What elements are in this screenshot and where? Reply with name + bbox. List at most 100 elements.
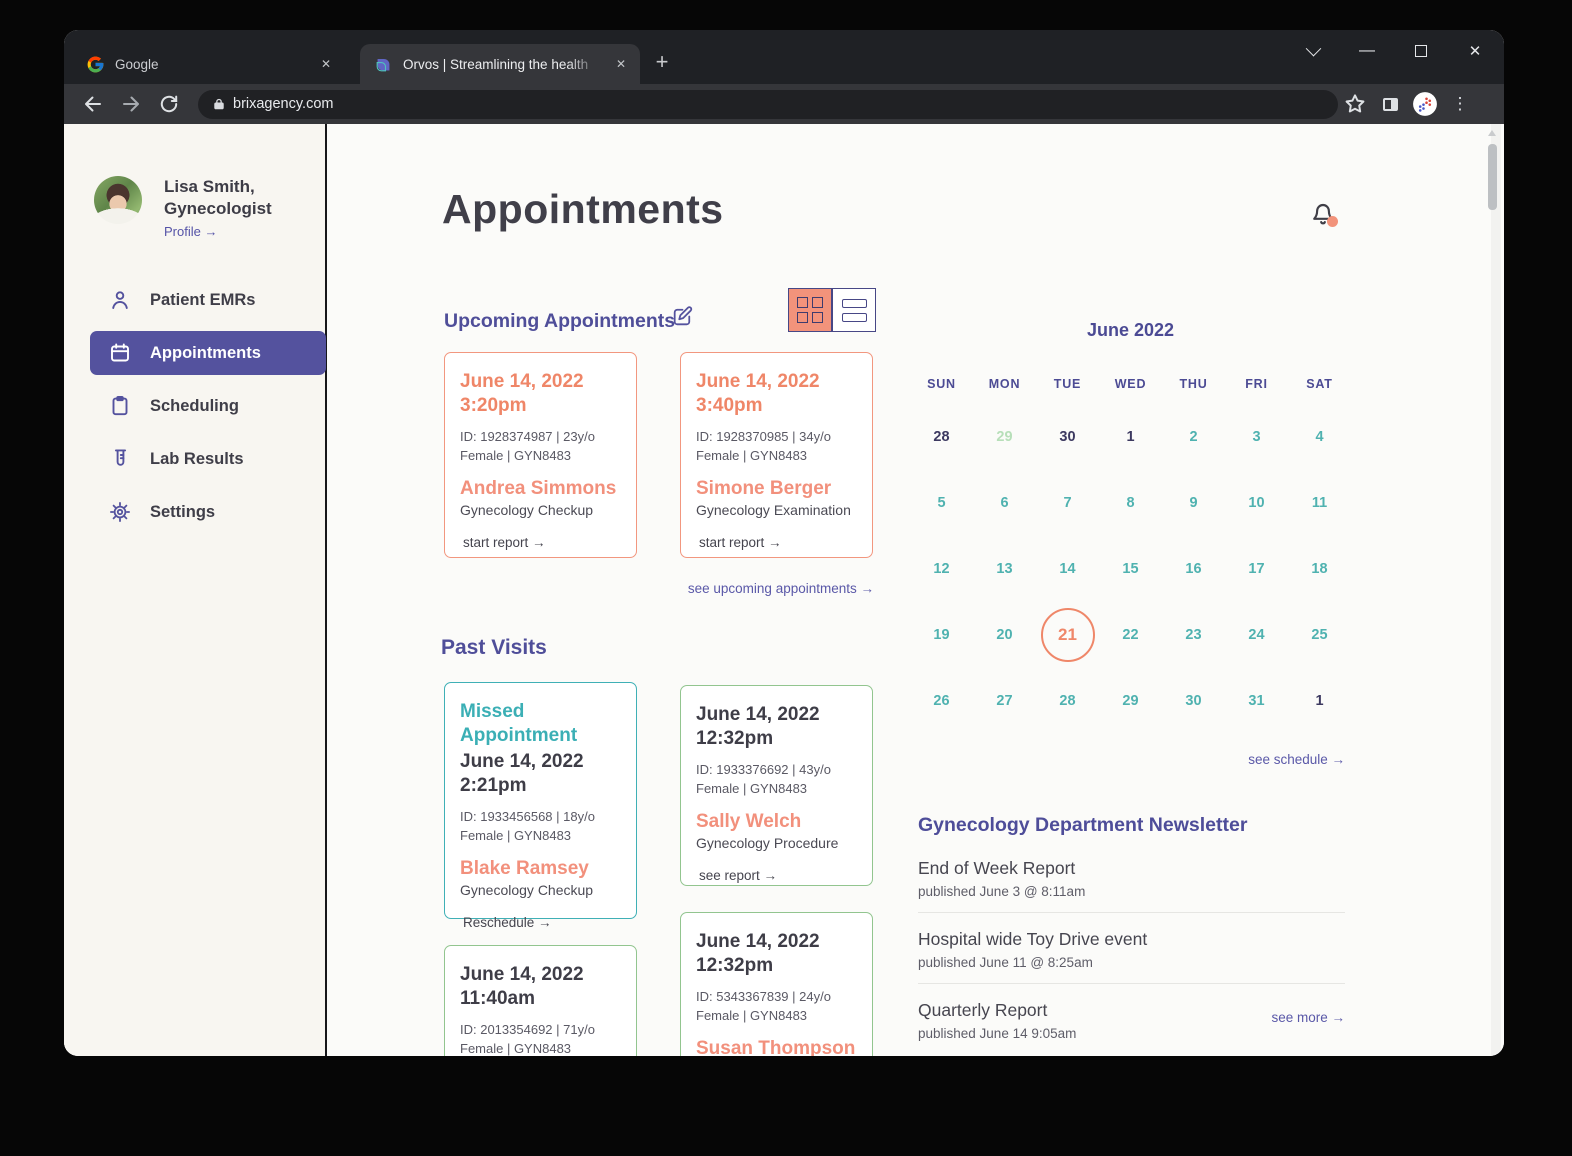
tab-close-icon[interactable]: ✕ <box>320 57 332 71</box>
scroll-up-arrow[interactable] <box>1488 130 1496 136</box>
card-action-link[interactable]: Reschedule → <box>463 915 552 930</box>
profile-link[interactable]: Profile → <box>164 224 218 239</box>
calendar-icon <box>108 341 132 365</box>
see-more-link[interactable]: see more → <box>1271 1010 1345 1025</box>
calendar-weekday: FRI <box>1245 377 1268 391</box>
sidebar-item-settings[interactable]: Settings <box>90 490 326 534</box>
calendar-weekday: MON <box>988 377 1021 391</box>
forward-button[interactable] <box>119 92 143 116</box>
calendar-day[interactable]: 31 <box>1248 693 1265 709</box>
calendar-day[interactable]: 22 <box>1122 627 1139 643</box>
calendar-day[interactable]: 14 <box>1059 561 1076 577</box>
sidebar-item-scheduling[interactable]: Scheduling <box>90 384 326 428</box>
appointment-datetime: June 14, 2022 11:40am <box>460 964 584 1009</box>
past-visit-card[interactable]: June 14, 2022 11:40am ID: 2013354692 | 71y… <box>444 945 637 1056</box>
newsletter-item[interactable]: End of Week Report published June 3 @ 8:1… <box>918 858 1086 899</box>
upcoming-appointment-card[interactable]: June 14, 2022 3:40pm ID: 1928370985 | 34y/… <box>680 352 873 558</box>
main-area: Appointments Upcoming Appointments June … <box>329 124 1504 1056</box>
newsletter-item[interactable]: Hospital wide Toy Drive event published J… <box>918 912 1345 983</box>
calendar-day[interactable]: 5 <box>937 495 946 511</box>
patient-name: Sally Welch <box>696 811 802 832</box>
profile-avatar-icon[interactable] <box>1412 91 1438 117</box>
card-action-link[interactable]: start report → <box>463 535 546 550</box>
list-view-icon <box>841 298 867 322</box>
past-visit-card[interactable]: Missed Appointment June 14, 2022 2:21pm ID:… <box>444 682 637 930</box>
upcoming-appointment-card[interactable]: June 14, 2022 3:20pm ID: 1928374987 | 23y/… <box>444 352 637 558</box>
calendar-day[interactable]: 29 <box>996 429 1013 445</box>
calendar-day[interactable]: 19 <box>933 627 950 643</box>
page-content: Lisa Smith, Gynecologist Profile → Patie… <box>64 124 1504 1056</box>
address-bar[interactable]: brixagency.com <box>198 89 1338 119</box>
calendar-day[interactable]: 11 <box>1311 495 1328 511</box>
calendar-day[interactable]: 25 <box>1311 627 1328 643</box>
page-title: Appointments <box>442 186 724 232</box>
newsletter-item[interactable]: Quarterly Report published June 14 9:05am <box>918 983 1345 1054</box>
calendar-day[interactable]: 1 <box>1126 429 1135 445</box>
see-upcoming-appointments-link[interactable]: see upcoming appointments → <box>687 581 874 596</box>
grid-view-button[interactable] <box>788 288 832 332</box>
calendar-day[interactable]: 20 <box>996 627 1013 643</box>
calendar-day[interactable]: 4 <box>1315 429 1324 445</box>
sidebar-item-patient-emrs[interactable]: Patient EMRs <box>90 278 326 322</box>
card-action-link[interactable]: see report → <box>699 868 778 883</box>
browser-window: Google ✕ Orvos | Streamlining the health… <box>64 30 1504 1056</box>
window-maximize-button[interactable] <box>1408 38 1434 64</box>
window-menu-button[interactable] <box>1300 38 1326 64</box>
calendar-day-selected[interactable]: 21 <box>1036 602 1099 668</box>
browser-menu-icon[interactable]: ⋮ <box>1451 94 1469 113</box>
calendar-day[interactable]: 28 <box>933 429 950 445</box>
new-tab-button[interactable]: + <box>655 49 669 74</box>
tab-google[interactable]: Google ✕ <box>72 44 345 84</box>
calendar-day[interactable]: 15 <box>1122 561 1139 577</box>
calendar-day[interactable]: 13 <box>996 561 1013 577</box>
tab-strip: Google ✕ Orvos | Streamlining the health… <box>64 30 1504 84</box>
tab-close-icon[interactable]: ✕ <box>615 57 627 71</box>
calendar-day[interactable]: 16 <box>1185 561 1202 577</box>
app-sidebar: Lisa Smith, Gynecologist Profile → Patie… <box>64 124 327 1056</box>
notification-bell-icon[interactable] <box>1307 196 1339 230</box>
list-view-button[interactable] <box>832 288 876 332</box>
calendar-day[interactable]: 30 <box>1059 429 1076 445</box>
calendar-day[interactable]: 24 <box>1248 627 1265 643</box>
window-close-button[interactable]: ✕ <box>1468 43 1482 60</box>
scrollbar[interactable] <box>1488 124 1501 1056</box>
calendar-day[interactable]: 26 <box>933 693 950 709</box>
appointment-datetime: June 14, 2022 12:32pm <box>696 704 820 749</box>
calendar-day[interactable]: 12 <box>933 561 950 577</box>
sidebar-item-appointments[interactable]: Appointments <box>90 331 326 375</box>
calendar-weekday: WED <box>1114 377 1147 391</box>
window-minimize-button[interactable]: — <box>1359 42 1375 59</box>
card-action-link[interactable]: start report → <box>699 535 782 550</box>
reload-button[interactable] <box>157 92 181 116</box>
back-button[interactable] <box>81 92 105 116</box>
calendar-day[interactable]: 18 <box>1311 561 1328 577</box>
past-visit-card[interactable]: June 14, 2022 12:32pm ID: 5343367839 | 24y… <box>680 912 873 1056</box>
calendar-day[interactable]: 9 <box>1189 495 1198 511</box>
calendar-day[interactable]: 10 <box>1248 495 1265 511</box>
calendar-day[interactable]: 27 <box>996 693 1013 709</box>
tab-orvos[interactable]: Orvos | Streamlining the health ✕ <box>360 44 640 84</box>
scrollbar-thumb[interactable] <box>1488 144 1497 210</box>
patient-id: ID: 1928370985 | 34y/o Female | GYN8483 <box>696 429 831 463</box>
sidebar-item-lab-results[interactable]: Lab Results <box>90 437 326 481</box>
calendar-day[interactable]: 30 <box>1185 693 1202 709</box>
see-schedule-link[interactable]: see schedule → <box>1248 752 1345 767</box>
calendar-day[interactable]: 28 <box>1059 693 1076 709</box>
calendar-day[interactable]: 17 <box>1248 561 1265 577</box>
calendar-day[interactable]: 29 <box>1122 693 1139 709</box>
calendar-month-label: June 2022 <box>1086 320 1175 340</box>
patient-name: Susan Thompson <box>696 1038 856 1056</box>
calendar-day[interactable]: 23 <box>1185 627 1202 643</box>
appointment-datetime: June 14, 2022 3:20pm <box>460 371 584 416</box>
edit-icon[interactable] <box>670 304 695 329</box>
calendar-day[interactable]: 3 <box>1252 429 1261 445</box>
calendar-day[interactable]: 2 <box>1189 429 1198 445</box>
calendar-day[interactable]: 1 <box>1315 693 1324 709</box>
side-panel-icon[interactable] <box>1377 91 1403 117</box>
calendar-day[interactable]: 7 <box>1063 495 1072 511</box>
procedure-label: Gynecology Checkup <box>460 882 594 898</box>
bookmark-star-icon[interactable] <box>1342 91 1368 117</box>
past-visit-card[interactable]: June 14, 2022 12:32pm ID: 1933376692 | 43y… <box>680 685 873 886</box>
calendar-day[interactable]: 6 <box>1000 495 1009 511</box>
calendar-day[interactable]: 8 <box>1126 495 1135 511</box>
